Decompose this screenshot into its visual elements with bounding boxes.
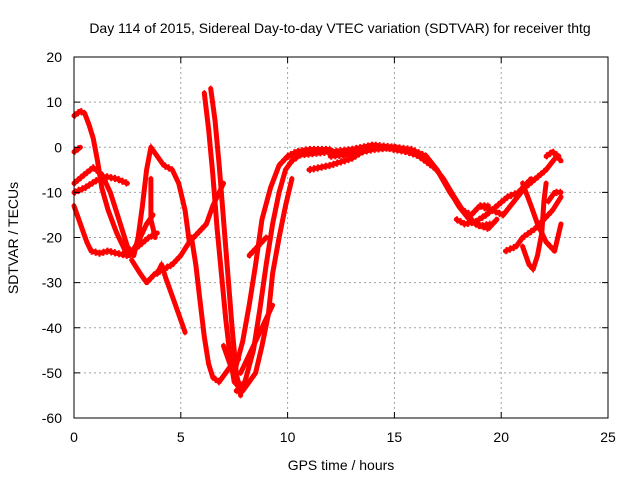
series-n-marks [233, 145, 331, 371]
series-z-marks-low [545, 154, 560, 160]
series-z-marks [545, 148, 560, 154]
series-k-marks [190, 234, 239, 380]
series-o-trace [238, 302, 276, 376]
x-tick-label: 20 [493, 429, 509, 445]
y-tick-label: 0 [54, 139, 62, 155]
series-e-marks-low [73, 208, 158, 260]
series-n [231, 145, 333, 377]
series-z-trace [543, 149, 562, 159]
series-p [246, 234, 269, 259]
series-d-marks [73, 172, 128, 190]
series-m-marks [235, 152, 299, 389]
series-o-marks [240, 301, 274, 371]
y-tick-label: -20 [42, 230, 62, 246]
series-p-trace [246, 235, 269, 258]
x-tick-label: 25 [600, 429, 616, 445]
chart-title: Day 114 of 2015, Sidereal Day-to-day VTE… [89, 20, 590, 36]
x-tick-label: 0 [70, 429, 78, 445]
series-p-marks [248, 234, 267, 253]
y-tick-label: 20 [46, 49, 62, 65]
series-v-marks [505, 193, 562, 249]
x-axis-label: GPS time / hours [288, 457, 395, 473]
y-tick-label: -40 [42, 320, 62, 336]
series-g [148, 175, 158, 241]
y-axis-label: SDTVAR / TECUs [5, 182, 21, 294]
x-tick-label: 5 [177, 429, 185, 445]
series-b-marks [73, 143, 81, 150]
series-d-trace [71, 174, 130, 195]
series-h-marks-low [156, 265, 186, 336]
series-x [520, 180, 549, 274]
series-b [71, 143, 83, 156]
series-p-marks-low [248, 240, 267, 259]
series-l-marks-low [222, 181, 293, 396]
series-v-marks-low [505, 199, 562, 255]
y-tick-label: 10 [46, 94, 62, 110]
series-k-marks-low [190, 240, 239, 386]
series-e-marks [73, 202, 158, 254]
series-r-marks-low [308, 149, 489, 219]
series-d [71, 172, 130, 196]
series-d-marks-low [73, 178, 128, 196]
series-e-trace [71, 203, 160, 258]
series-m [233, 152, 301, 395]
series-h [154, 259, 188, 336]
series-h-marks [156, 259, 186, 330]
ticks-layer: 0 5 10 15 20 25 -60 -50 -40 -30 -20 -10 0 10 20 [42, 49, 616, 445]
y-tick-label: -50 [42, 365, 62, 381]
series-y-trace [545, 189, 564, 204]
series-y [545, 188, 564, 205]
series-g-marks-low [150, 181, 156, 241]
series-k [189, 234, 241, 386]
series-layer [71, 85, 564, 399]
series-m-marks-low [235, 158, 299, 395]
series-v [503, 193, 564, 255]
series-i-marks-low [203, 96, 239, 390]
series-g-marks [150, 175, 156, 235]
series-o [238, 301, 276, 377]
series-n-marks-low [233, 151, 331, 377]
series-q-marks [287, 141, 491, 224]
series-b-trace [71, 144, 83, 155]
series-s-trace [327, 144, 500, 231]
series-e [71, 202, 160, 260]
series-u-marks [479, 152, 562, 213]
y-tick-label: -60 [42, 410, 62, 426]
series-z [543, 148, 562, 160]
y-tick-label: -10 [42, 184, 62, 200]
series-h-trace [154, 262, 188, 335]
y-tick-label: -30 [42, 275, 62, 291]
series-b-marks-low [73, 149, 81, 156]
series-o-marks-low [240, 307, 274, 377]
series-s-marks-low [330, 149, 498, 233]
x-tick-label: 15 [387, 429, 403, 445]
x-tick-label: 10 [280, 429, 296, 445]
series-u-marks-low [479, 158, 562, 219]
series-c-marks [73, 142, 190, 254]
series-v-trace [503, 194, 564, 254]
series-l-marks [222, 175, 293, 390]
